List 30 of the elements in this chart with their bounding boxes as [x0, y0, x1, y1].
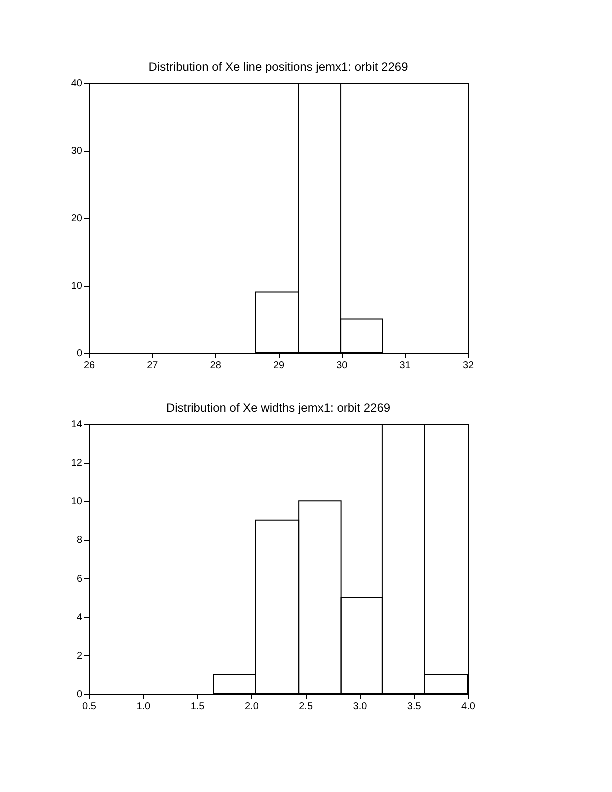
y-tick-label: 20: [71, 214, 83, 224]
y-tick-label: 40: [71, 78, 83, 90]
y-tick-label: 6: [76, 574, 83, 585]
x-tick-label: 29: [273, 360, 285, 372]
y-tick-label: 12: [71, 458, 83, 470]
x-tick-label: 1.5: [190, 702, 206, 712]
y-tick-label: 10: [71, 496, 83, 508]
y-tick-label: 30: [71, 146, 83, 157]
x-tick-label: 31: [400, 360, 412, 372]
y-tick-label: 4: [76, 612, 83, 624]
x-tick-label: 3.5: [407, 702, 422, 712]
x-tick-label: 27: [147, 360, 159, 372]
y-tick-label: 2: [76, 650, 83, 662]
x-tick-label: 30: [336, 360, 348, 372]
x-tick-label: 2.5: [299, 702, 314, 712]
x-tick-label: 2.0: [244, 702, 260, 712]
chart-title: Distribution of Xe line positions jemx1: orbit 2269: [148, 60, 409, 74]
y-tick-label: 0: [76, 348, 83, 360]
x-tick-label: 32: [462, 360, 474, 372]
x-tick-label: 0.5: [82, 702, 97, 712]
x-tick-label: 26: [84, 360, 96, 372]
y-tick-label: 14: [71, 420, 83, 430]
x-tick-label: 1.0: [136, 702, 152, 712]
chart-title: Distribution of Xe widths jemx1: orbit 2269: [166, 401, 391, 415]
y-tick-label: 0: [76, 690, 83, 700]
x-tick-label: 28: [210, 360, 222, 372]
y-tick-label: 8: [76, 535, 83, 546]
x-tick-label: 3.0: [353, 702, 368, 712]
x-tick-label: 4.0: [462, 702, 476, 712]
y-tick-label: 10: [71, 281, 83, 292]
